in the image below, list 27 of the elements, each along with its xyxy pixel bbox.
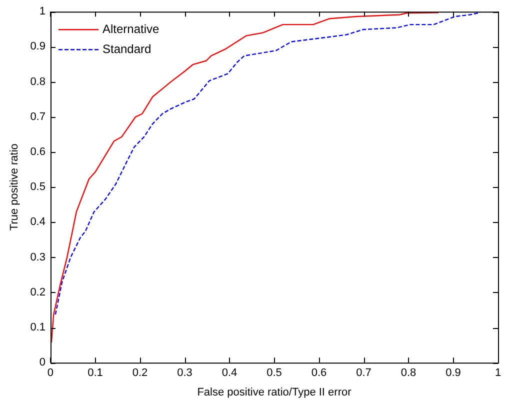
x-axis-title: False positive ratio/Type II error — [197, 386, 352, 398]
y-tick-label: 1 — [39, 6, 46, 18]
x-tick-label: 0.7 — [356, 367, 372, 380]
x-tick-label: 0.5 — [266, 367, 282, 380]
x-tick-label: 0.4 — [222, 367, 238, 380]
y-tick-label: 0.1 — [30, 322, 46, 334]
y-tick-label: 0.2 — [30, 286, 46, 298]
y-tick-label: 0.7 — [30, 110, 46, 123]
x-tick-label: 0.8 — [400, 367, 416, 380]
x-tick-label: 0.3 — [177, 367, 192, 380]
y-tick-label: 0.3 — [30, 251, 46, 264]
x-tick-label: 0.1 — [88, 367, 103, 380]
x-tick-label: 0.2 — [132, 367, 148, 380]
x-tick-label: 0.6 — [311, 367, 327, 380]
y-axis-title: True positive ratio — [8, 144, 21, 231]
y-tick-label: 0.6 — [30, 146, 46, 158]
x-tick-label: 1 — [494, 367, 502, 380]
x-tick-label: 0.9 — [446, 367, 461, 380]
y-tick-label: 0 — [39, 356, 46, 369]
y-tick-label: 0.5 — [30, 181, 46, 194]
line-series — [54, 12, 481, 316]
y-tick-label: 0.9 — [30, 40, 46, 53]
legend-label: Alternative — [102, 22, 160, 36]
y-tick-label: 0.4 — [30, 216, 46, 228]
y-tick-label: 0.8 — [30, 76, 46, 88]
x-tick-label: 0 — [47, 367, 54, 380]
legend-label: Standard — [102, 42, 152, 56]
